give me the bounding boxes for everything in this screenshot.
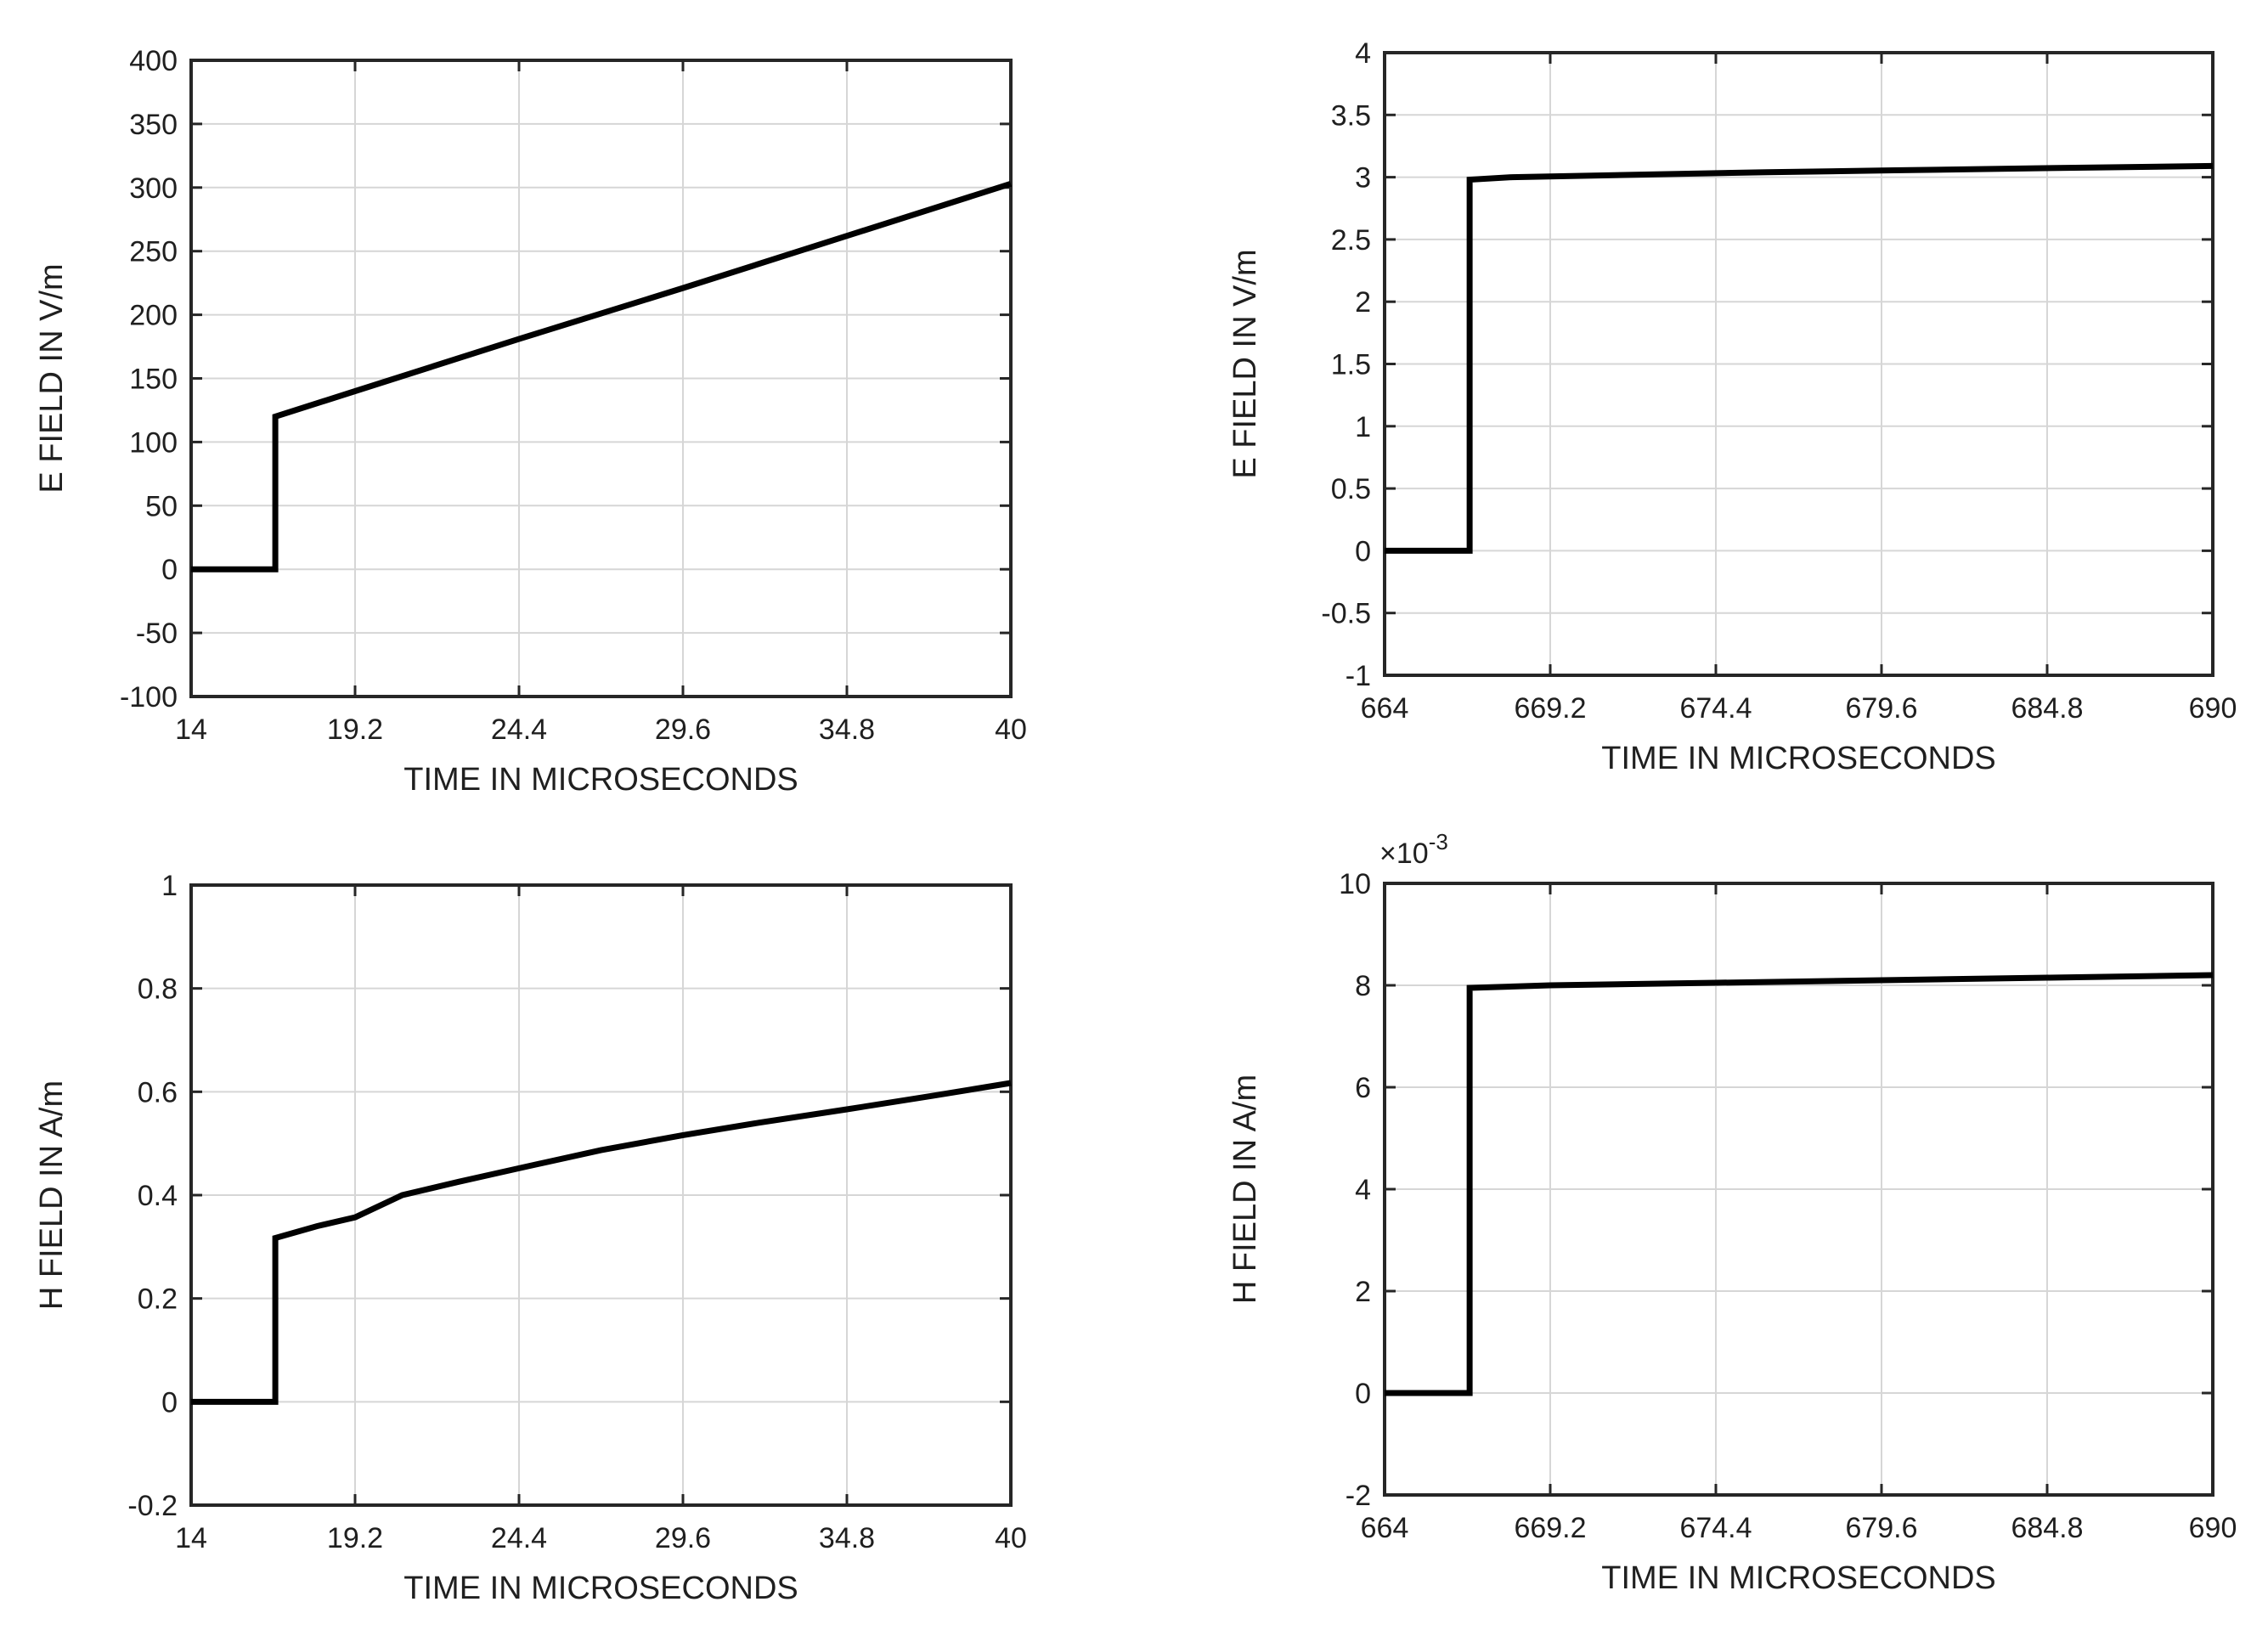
y-tick-label: 4 [1355, 1174, 1371, 1206]
y-tick-label: 50 [145, 490, 178, 522]
y-tick-label: 0 [161, 1386, 178, 1419]
y-tick-label: 2 [1355, 286, 1371, 319]
x-tick-label: 29.6 [655, 1522, 711, 1554]
x-tick-label: 669.2 [1514, 692, 1586, 725]
data-curve [1385, 162, 2214, 554]
y-tick-label: -100 [120, 681, 178, 714]
x-tick-label: 669.2 [1514, 1512, 1586, 1544]
x-tick-label: 684.8 [2011, 1512, 2083, 1544]
y-tick-label: 0.5 [1331, 473, 1371, 505]
y-tick-label: 250 [129, 236, 178, 268]
subplot-4: 664 669.2 674.4 679.6 684.8 690 -2 0 2 4 6 8 10 TIME … [1227, 829, 2237, 1596]
y-tick-label: 200 [129, 300, 178, 332]
y-tick-label: -0.5 [1321, 598, 1371, 630]
x-tick-label: 29.6 [655, 714, 711, 746]
y-tick-label: 0.2 [138, 1283, 178, 1316]
x-tick-label: 40 [995, 714, 1027, 746]
x-tick-label: 24.4 [491, 1522, 547, 1554]
x-tick-label: 674.4 [1679, 692, 1752, 725]
data-curve [1385, 972, 2214, 1396]
y-tick-label: 4 [1355, 37, 1371, 70]
x-tick-label: 40 [995, 1522, 1027, 1554]
y-tick-label: 0 [1355, 1378, 1371, 1410]
y-axis-label: E FIELD IN V/m [1227, 249, 1263, 478]
y-tick-label: 150 [129, 364, 178, 396]
y-tick-label: 0 [1355, 535, 1371, 567]
y-tick-label: -2 [1346, 1480, 1371, 1512]
subplot-2: 664 669.2 674.4 679.6 684.8 690 -1 -0.5 0 0.5 1 1.5… [1227, 37, 2237, 776]
x-tick-label: 690 [2189, 692, 2237, 725]
x-axis-label: TIME IN MICROSECONDS [1601, 1560, 1995, 1596]
y-tick-label: 1 [161, 870, 178, 902]
subplot-3: 14 19.2 24.4 29.6 34.8 40 -0.2 0 0.2 0.4 0.6 0.8 1 TI… [34, 870, 1027, 1606]
y-tick-label: 6 [1355, 1072, 1371, 1104]
x-tick-label: 14 [175, 714, 207, 746]
y-tick-label: 100 [129, 426, 178, 459]
y-tick-label: 350 [129, 109, 178, 141]
y-tick-label: 0.8 [138, 973, 178, 1006]
x-tick-label: 34.8 [819, 714, 875, 746]
y-tick-label: 0 [161, 554, 178, 586]
data-curve [191, 180, 1013, 573]
x-tick-label: 34.8 [819, 1522, 875, 1554]
data-curve [191, 1080, 1012, 1405]
x-axis-label: TIME IN MICROSECONDS [1601, 741, 1995, 776]
y-tick-label: -50 [136, 618, 178, 650]
x-axis-label: TIME IN MICROSECONDS [403, 762, 798, 798]
y-tick-label: 300 [129, 172, 178, 205]
x-tick-label: 690 [2189, 1512, 2237, 1544]
y-axis-label: H FIELD IN A/m [34, 1080, 70, 1310]
x-tick-label: 19.2 [327, 714, 383, 746]
x-tick-label: 19.2 [327, 1522, 383, 1554]
subplot-1: 14 19.2 24.4 29.6 34.8 40 -100 -50 0 50 100 150 200 2… [34, 45, 1027, 798]
y-tick-label: 8 [1355, 970, 1371, 1002]
y-axis-multiplier: ×10-3 [1379, 829, 1448, 870]
x-tick-label: 674.4 [1679, 1512, 1752, 1544]
y-tick-label: -0.2 [127, 1490, 178, 1522]
x-axis-label: TIME IN MICROSECONDS [403, 1571, 798, 1606]
x-tick-label: 684.8 [2011, 692, 2083, 725]
y-tick-label: 400 [129, 45, 178, 77]
y-tick-label: 1.5 [1331, 349, 1371, 381]
y-tick-label: 0.6 [138, 1076, 178, 1108]
x-tick-label: 679.6 [1845, 692, 1917, 725]
y-tick-label: 2 [1355, 1276, 1371, 1308]
y-tick-label: 10 [1339, 868, 1371, 900]
x-tick-label: 14 [175, 1522, 207, 1554]
x-tick-label: 664 [1361, 1512, 1409, 1544]
y-tick-label: -1 [1346, 660, 1371, 692]
x-tick-label: 24.4 [491, 714, 547, 746]
y-tick-label: 0.4 [138, 1180, 178, 1212]
y-axis-label: E FIELD IN V/m [34, 263, 70, 493]
y-tick-label: 1 [1355, 411, 1371, 443]
x-tick-label: 664 [1361, 692, 1409, 725]
y-tick-label: 3 [1355, 162, 1371, 195]
x-tick-label: 679.6 [1845, 1512, 1917, 1544]
y-tick-label: 2.5 [1331, 224, 1371, 257]
y-tick-label: 3.5 [1331, 99, 1371, 132]
y-axis-label: H FIELD IN A/m [1227, 1074, 1263, 1304]
